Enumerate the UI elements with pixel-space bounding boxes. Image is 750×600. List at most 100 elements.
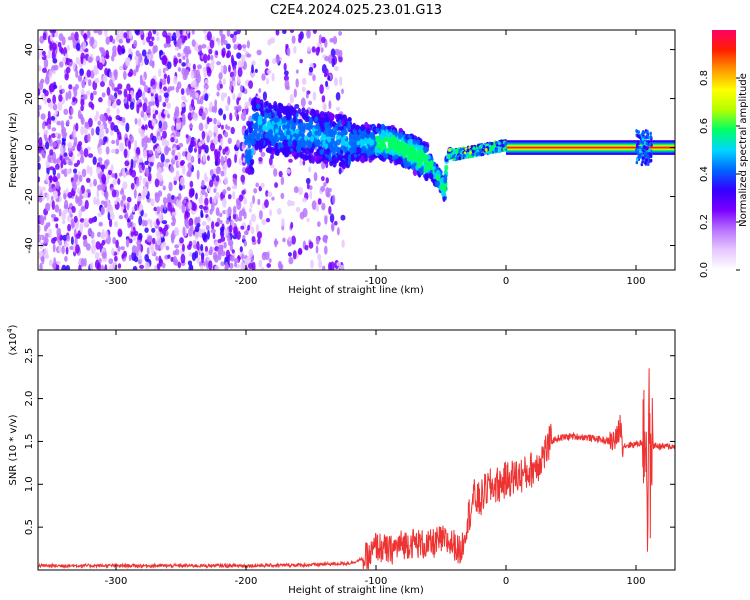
spectrogram-noise-cell [238, 210, 243, 219]
spectrogram-noise-cell [144, 124, 148, 131]
spectrogram-noise-cell [215, 191, 220, 200]
spectrogram-noise-cell [251, 64, 254, 74]
spectrogram-noise-cell [261, 267, 265, 270]
spectrogram-noise-cell [228, 64, 231, 73]
spectrogram-noise-cell [135, 58, 139, 66]
spectrogram-noise-cell [152, 84, 157, 90]
spectrogram-noise-cell [73, 215, 78, 223]
spectrogram-noise-cell [218, 244, 224, 249]
spectrogram-ridge-cell [260, 138, 264, 146]
spectrogram-ridge-cell [308, 116, 313, 124]
spectrogram-noise-cell [306, 46, 311, 52]
spectrogram-ridge-cell [361, 146, 367, 154]
spectrogram-ridge-cell [246, 168, 251, 174]
spectrogram-noise-cell [85, 90, 91, 96]
spectrogram-noise-cell [163, 43, 168, 49]
spectrogram-noise-cell [86, 30, 90, 36]
spectrogram-noise-cell [233, 31, 238, 36]
spectrogram-noise-cell [77, 197, 83, 207]
spectrogram-noise-cell [325, 68, 329, 77]
spectrogram-noise-cell [87, 79, 92, 87]
spectrogram-noise-cell [71, 205, 76, 213]
spectrogram-noise-cell [66, 168, 72, 175]
spectrogram-noise-cell [206, 116, 210, 125]
spectrogram-noise-cell [248, 80, 254, 89]
spectrogram-noise-cell [158, 226, 163, 232]
spectrogram-noise-cell [50, 195, 54, 201]
spectrogram-noise-cell [171, 194, 175, 200]
spectrogram-noise-cell [41, 186, 46, 192]
spectrogram-noise-cell [223, 131, 229, 138]
spectrogram-noise-cell [224, 155, 228, 163]
spectrogram-noise-cell [128, 94, 132, 103]
spectrogram-ridge-cell [317, 155, 323, 160]
spectrogram-noise-cell [283, 74, 289, 82]
spectrogram-noise-cell [86, 188, 91, 193]
snr-y-tick-label: 0.5 [24, 519, 35, 535]
spectrogram-noise-cell [198, 204, 204, 210]
spectrogram-line-band [506, 146, 675, 149]
spectrogram-noise-cell [132, 235, 137, 241]
spectrogram-noise-cell [175, 131, 181, 138]
spectrogram-noise-cell [217, 250, 222, 261]
spectrogram-noise-cell [166, 74, 171, 85]
spectrogram-ridge-cell [340, 145, 346, 151]
spectrogram-noise-cell [201, 188, 206, 196]
spectrogram-noise-cell [134, 117, 138, 125]
snr-frame [37, 329, 676, 571]
spectrogram-noise-cell [38, 81, 44, 91]
spectrogram-noise-cell [86, 69, 92, 78]
spectrogram-noise-cell [72, 61, 76, 70]
spectrogram-noise-cell [106, 107, 110, 116]
colorbar-gradient [712, 30, 736, 270]
spectrogram-noise-cell [56, 260, 61, 265]
spectrogram-noise-cell [141, 125, 146, 130]
spectrogram-ridge-cell [267, 145, 272, 150]
spectrogram-noise-cell [301, 77, 307, 85]
spectrogram-noise-cell [234, 257, 239, 264]
spectrogram-noise-cell [225, 219, 230, 225]
spectrogram-noise-cell [252, 194, 255, 205]
spectrogram-noise-cell [202, 231, 208, 241]
spectrogram-noise-cell [260, 151, 266, 158]
spectrogram-ridge-cell [304, 154, 309, 161]
spectrogram-noise-cell [208, 249, 213, 256]
spectrogram-noise-cell [92, 156, 97, 166]
spectrogram-noise-cell [65, 246, 69, 255]
spectrogram-noise-cell [324, 56, 330, 62]
spectrogram-noise-cell [293, 88, 297, 98]
spectrogram-noise-cell [147, 30, 152, 40]
spectrogram-burst-cell [640, 152, 643, 157]
spectrogram-noise-cell [318, 34, 323, 44]
spectrogram-noise-cell [98, 221, 103, 227]
spectrogram-noise-cell [250, 72, 256, 78]
spectrogram-noise-cell [97, 157, 103, 162]
spectrogram-noise-cell [182, 55, 186, 61]
spectrogram-noise-cell [117, 83, 123, 90]
spectrogram-noise-cell [77, 141, 83, 147]
spectrogram-noise-cell [194, 231, 199, 240]
spectrogram-ridge-cell [352, 146, 357, 154]
spectrogram-frame [37, 29, 676, 271]
spectrogram-noise-cell [134, 203, 138, 212]
spectrogram-noise-cell [315, 202, 319, 212]
spectrogram-noise-cell [181, 243, 185, 252]
spectrogram-noise-cell [220, 235, 226, 242]
spectrogram-noise-cell [101, 50, 107, 57]
spectrogram-noise-cell [181, 95, 187, 101]
spectrogram-noise-cell [323, 245, 328, 255]
spectrogram-noise-cell [56, 120, 62, 126]
spectrogram-noise-cell [282, 30, 287, 34]
spectrogram-ridge-cell [338, 119, 342, 128]
spectrogram-noise-cell [167, 202, 172, 212]
spectrogram-noise-cell [291, 235, 296, 245]
spectrogram-transition-cell [448, 148, 452, 152]
spectrogram-ridge-cell [298, 122, 303, 128]
spectrogram-noise-cell [200, 243, 204, 252]
spectrogram-ridge-cell [367, 137, 373, 146]
spectrogram-noise-cell [272, 58, 277, 65]
spectrogram-noise-cell [54, 163, 60, 170]
spectrogram-noise-cell [199, 96, 204, 105]
spectrogram-noise-cell [90, 127, 95, 136]
snr-panel: -300 -200 -100 0 100 0.5 1.0 1.5 2.0 2.5 Height … [6, 324, 676, 596]
